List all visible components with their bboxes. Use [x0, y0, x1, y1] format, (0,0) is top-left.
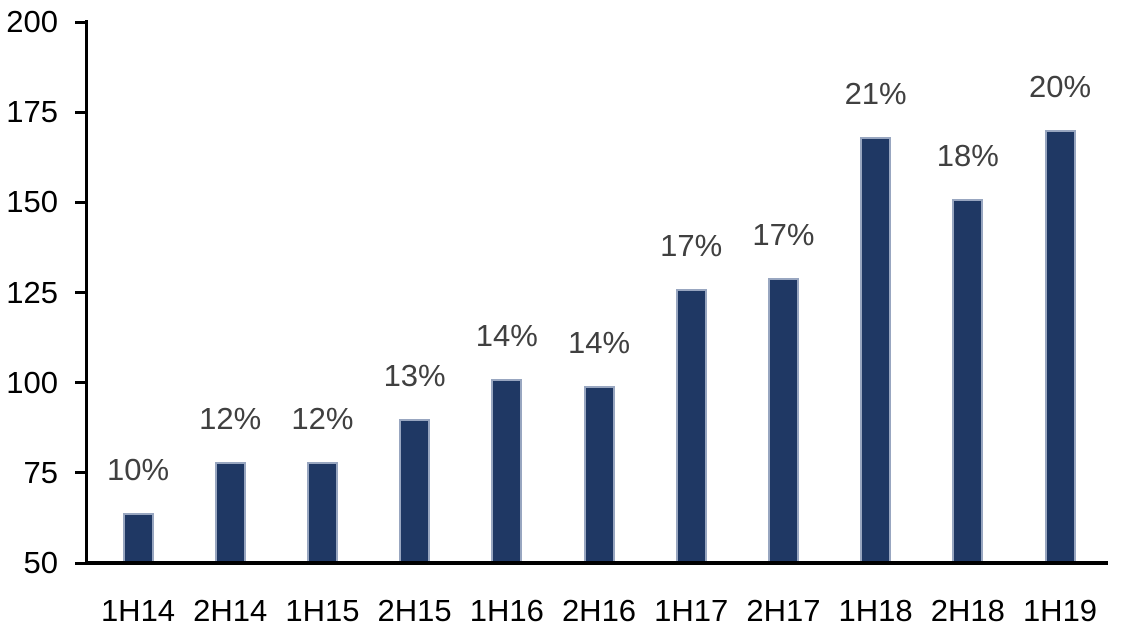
x-axis-label-2h18: 2H18 [930, 593, 1005, 628]
x-axis-label-1h18: 1H18 [838, 593, 913, 628]
y-axis-tick [75, 291, 85, 294]
y-axis-tick-label: 150 [6, 184, 58, 220]
x-axis-label-1h16: 1H16 [469, 593, 544, 628]
bar-value-label-1h15: 12% [291, 401, 354, 436]
y-axis-tick-label: 75 [23, 454, 58, 490]
bar-value-label-2h15: 13% [383, 357, 446, 393]
bar-2h18 [952, 198, 984, 563]
y-axis-tick-label: 175 [6, 94, 58, 130]
bar-value-label-2h17: 17% [752, 217, 815, 253]
bar-1h17 [675, 288, 707, 563]
y-axis-tick [75, 381, 85, 385]
bar-value-label-1h14: 10% [106, 451, 170, 487]
x-axis-label-2h15: 2H15 [377, 593, 452, 628]
y-axis-tick [75, 110, 85, 114]
bar-value-label-2h18: 18% [936, 137, 999, 173]
bar-value-label-1h19: 20% [1028, 69, 1092, 105]
y-axis-tick [75, 200, 85, 204]
bar-1h15 [306, 462, 338, 563]
x-axis-label-2h17: 2H17 [746, 593, 821, 628]
x-axis-label-1h17: 1H17 [654, 593, 729, 628]
x-axis-label-1h15: 1H15 [285, 593, 360, 628]
y-axis-tick-label: 125 [6, 274, 58, 310]
x-axis-line [85, 561, 1108, 565]
bar-1h19 [1044, 130, 1076, 563]
bar-2h17 [767, 278, 799, 563]
bar-1h16 [491, 379, 523, 563]
bar-2h14 [214, 462, 246, 563]
y-axis-tick-label: 50 [23, 545, 58, 580]
x-axis-label-1h19: 1H19 [1022, 593, 1098, 628]
x-axis-label-2h16: 2H16 [561, 593, 637, 628]
y-axis-tick-label: 100 [6, 364, 58, 400]
y-axis-tick [75, 20, 85, 24]
y-axis-tick-label: 200 [6, 4, 58, 39]
bar-value-label-1h18: 21% [844, 76, 907, 112]
x-axis-label-1h14: 1H14 [100, 593, 176, 628]
bar-value-label-2h16: 14% [567, 325, 631, 361]
bar-1h14 [122, 512, 154, 563]
bar-2h15 [399, 418, 431, 563]
y-axis-tick [75, 471, 85, 475]
bar-value-label-1h16: 14% [475, 318, 538, 354]
bar-value-label-1h17: 17% [660, 227, 723, 263]
bar-value-label-2h14: 12% [199, 401, 262, 436]
y-axis-tick [75, 561, 85, 565]
x-axis-label-2h14: 2H14 [193, 593, 268, 628]
y-axis-line [85, 20, 88, 565]
bar-2h16 [583, 386, 615, 563]
bar-1h18 [860, 137, 892, 563]
